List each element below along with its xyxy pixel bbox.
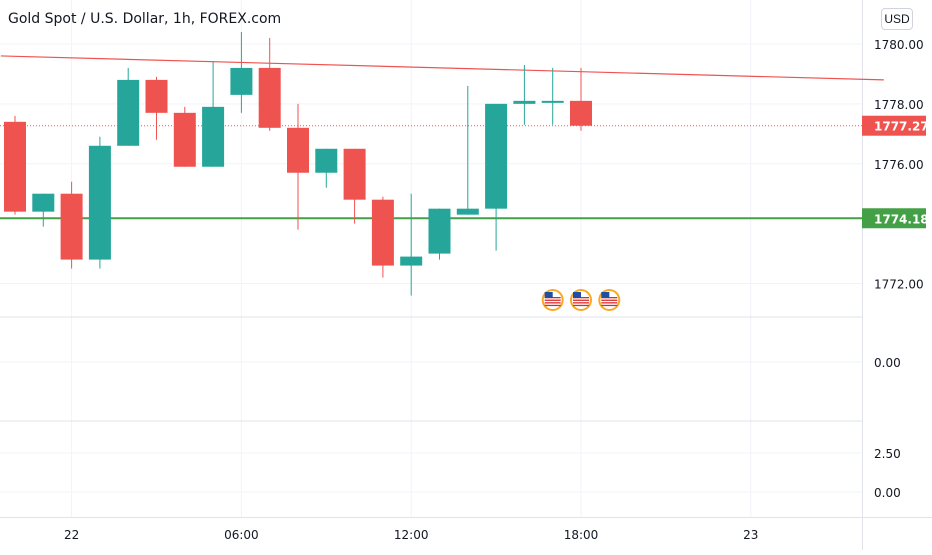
candle-body <box>202 106 225 167</box>
axis-layer: 1780.00 1778.00 1776.00 1772.00 0.00 2.50 0.00… <box>64 38 929 542</box>
candle[interactable] <box>32 193 55 227</box>
time-axis-label: 06:00 <box>224 528 259 542</box>
last-price-badge: 1777.27 <box>862 115 929 136</box>
price-axis-label: 1776.00 <box>874 158 924 172</box>
pane-axis-label: 0.00 <box>874 486 901 500</box>
candle-body <box>485 103 508 209</box>
chart-title: Gold Spot / U.S. Dollar, 1h, FOREX.com <box>8 11 282 27</box>
time-axis-label: 23 <box>743 528 758 542</box>
last-price-badge-text: 1777.27 <box>874 120 929 134</box>
candle-body <box>343 148 366 200</box>
time-axis-label: 22 <box>64 528 79 542</box>
candle[interactable] <box>456 85 479 215</box>
candle-body <box>173 112 196 167</box>
flag-stripe <box>573 304 589 307</box>
flag-stripe <box>573 302 589 304</box>
support-price-badge-text: 1774.18 <box>874 212 929 226</box>
candle[interactable] <box>428 208 451 260</box>
price-axis-label: 1780.00 <box>874 38 924 52</box>
marker-layer <box>541 289 621 311</box>
candle-body <box>117 79 140 146</box>
candle-body <box>541 100 564 103</box>
flag-stripe <box>573 299 589 301</box>
candle-body <box>400 256 423 266</box>
candle-body <box>315 148 338 173</box>
candle[interactable] <box>88 136 111 269</box>
candle[interactable] <box>343 148 366 224</box>
us-flag-event-icon[interactable] <box>598 289 621 311</box>
trendline[interactable] <box>0 55 884 81</box>
currency-button[interactable]: USD <box>881 8 913 30</box>
flag-stripe <box>601 302 618 304</box>
flag-stripe <box>544 299 561 301</box>
candle[interactable] <box>570 67 592 131</box>
candle-body <box>230 67 253 95</box>
candle[interactable] <box>230 31 253 113</box>
candle[interactable] <box>173 106 196 167</box>
time-axis-label: 12:00 <box>394 528 429 542</box>
candle[interactable] <box>513 64 536 125</box>
last-price-badge-bg <box>862 115 926 136</box>
us-flag-event-icon[interactable] <box>541 289 564 311</box>
pane-axis-label: 2.50 <box>874 447 901 461</box>
flag-stripe <box>544 304 561 307</box>
time-axis-label: 18:00 <box>564 528 599 542</box>
flag-canton <box>573 292 581 298</box>
candle[interactable] <box>117 67 140 146</box>
candle[interactable] <box>258 37 281 131</box>
candle[interactable] <box>371 196 394 278</box>
candle[interactable] <box>4 115 26 215</box>
flag-canton <box>601 292 610 298</box>
candle-body <box>4 121 26 212</box>
candle[interactable] <box>400 193 423 296</box>
candle[interactable] <box>202 61 225 167</box>
candle-body <box>60 193 83 260</box>
candle[interactable] <box>485 103 508 251</box>
support-price-badge-bg <box>862 208 926 229</box>
flag-stripe <box>601 304 618 307</box>
candle-body <box>32 193 55 212</box>
candle[interactable] <box>287 103 309 230</box>
pane-axis-label: 0.00 <box>874 356 901 370</box>
flag-canton <box>544 292 553 298</box>
candle-body <box>513 100 536 104</box>
price-axis-label: 1772.00 <box>874 278 924 292</box>
support-price-badge: 1774.18 <box>862 208 929 229</box>
candle-body <box>258 67 281 128</box>
price-axis-label: 1778.00 <box>874 98 924 112</box>
candle-layer <box>4 31 592 296</box>
candle-body <box>428 208 451 254</box>
candle-body <box>456 208 479 215</box>
flag-stripe <box>601 299 618 301</box>
candle-body <box>287 127 309 173</box>
us-flag-event-icon[interactable] <box>570 289 592 311</box>
candle-body <box>570 100 592 126</box>
candle[interactable] <box>541 67 564 125</box>
candle-body <box>145 79 168 113</box>
candle-body <box>88 145 111 260</box>
candle[interactable] <box>145 76 168 140</box>
candle-body <box>371 199 394 266</box>
flag-stripe <box>544 302 561 304</box>
candle[interactable] <box>315 148 338 188</box>
candle[interactable] <box>60 181 83 269</box>
